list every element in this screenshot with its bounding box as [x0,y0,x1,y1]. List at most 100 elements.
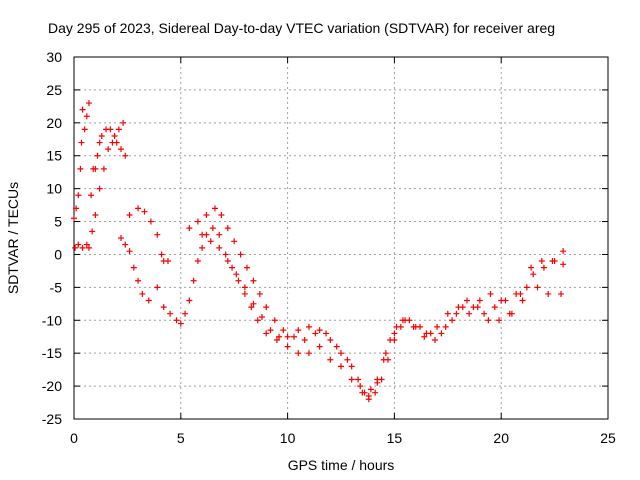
data-point [399,317,406,324]
data-point [158,251,165,258]
data-point [538,258,545,265]
data-point [199,244,206,251]
data-point [434,323,441,330]
data-point [111,132,118,139]
data-point [496,317,503,324]
data-point [271,317,278,324]
data-point [75,241,82,248]
data-point [361,389,368,396]
data-point [250,300,257,307]
data-point [77,165,84,172]
data-point [85,244,92,251]
data-point [186,297,193,304]
data-point [410,323,417,330]
data-point [241,290,248,297]
data-point [348,363,355,370]
data-point [338,350,344,357]
data-point [194,258,201,265]
data-point [348,376,355,383]
data-point [455,304,462,311]
data-point [92,165,99,172]
series-track-b [72,139,129,251]
data-point [506,310,513,317]
data-point [491,304,498,311]
data-point [88,192,95,199]
data-point [431,337,438,344]
data-point [519,297,526,304]
data-point [241,284,248,291]
data-point [126,211,133,218]
data-point [216,231,223,238]
data-point [464,297,471,304]
data-point [327,356,334,363]
data-point [167,310,174,317]
data-point [182,310,189,317]
data-point [164,258,171,265]
data-point [244,264,251,271]
data-point [209,225,216,232]
x-tick-label: 20 [493,430,509,446]
plot-frame [73,56,609,420]
data-point [130,264,137,271]
data-point [81,126,88,133]
data-points [71,100,567,403]
data-point [380,356,387,363]
data-point [382,350,389,357]
data-point [98,132,105,139]
data-point [224,258,231,265]
data-point [229,264,236,271]
data-point [344,356,351,363]
data-point [295,327,302,334]
data-point [126,248,133,255]
series-track-c [117,225,565,403]
y-tick-label: -5 [50,279,63,295]
axis-ticks [73,56,609,420]
data-point [235,277,242,284]
data-point [96,139,103,146]
data-point [113,139,120,146]
data-point [391,330,398,337]
data-point [316,327,323,334]
data-point [250,277,257,284]
x-tick-label: 15 [387,430,403,446]
data-point [481,310,488,317]
y-tick-label: -25 [42,411,62,427]
data-point [545,290,552,297]
data-point [135,205,142,212]
data-point [122,241,129,248]
data-point [79,106,86,113]
data-point [365,392,372,399]
data-point [92,211,99,218]
data-point [273,337,280,344]
y-tick-label: 5 [54,214,62,230]
y-tick-label: 25 [46,82,62,98]
data-point [147,218,154,225]
data-point [323,330,330,337]
data-point [528,264,535,271]
data-point [284,343,291,350]
y-tick-label: -20 [42,378,62,394]
data-point [560,248,567,255]
data-point [190,277,197,284]
data-point [248,304,255,311]
data-point [122,152,129,159]
data-point [444,310,451,317]
data-point [498,297,505,304]
chart-title: Day 295 of 2023, Sidereal Day-to-day VTE… [48,20,555,36]
data-point [549,258,556,265]
data-point [357,383,364,390]
data-point [312,330,319,337]
data-point [79,244,86,251]
data-point [75,192,82,199]
data-point [372,389,379,396]
y-tick-label: 0 [54,246,62,262]
data-point [222,251,229,258]
x-axis-title: GPS time / hours [288,457,395,473]
y-axis-title: SDTVAR / TECUs [5,182,21,294]
series-track-a [71,100,127,222]
data-point [117,146,124,153]
data-point [453,310,460,317]
data-point [186,225,193,232]
data-point [216,244,223,251]
data-point [517,290,524,297]
